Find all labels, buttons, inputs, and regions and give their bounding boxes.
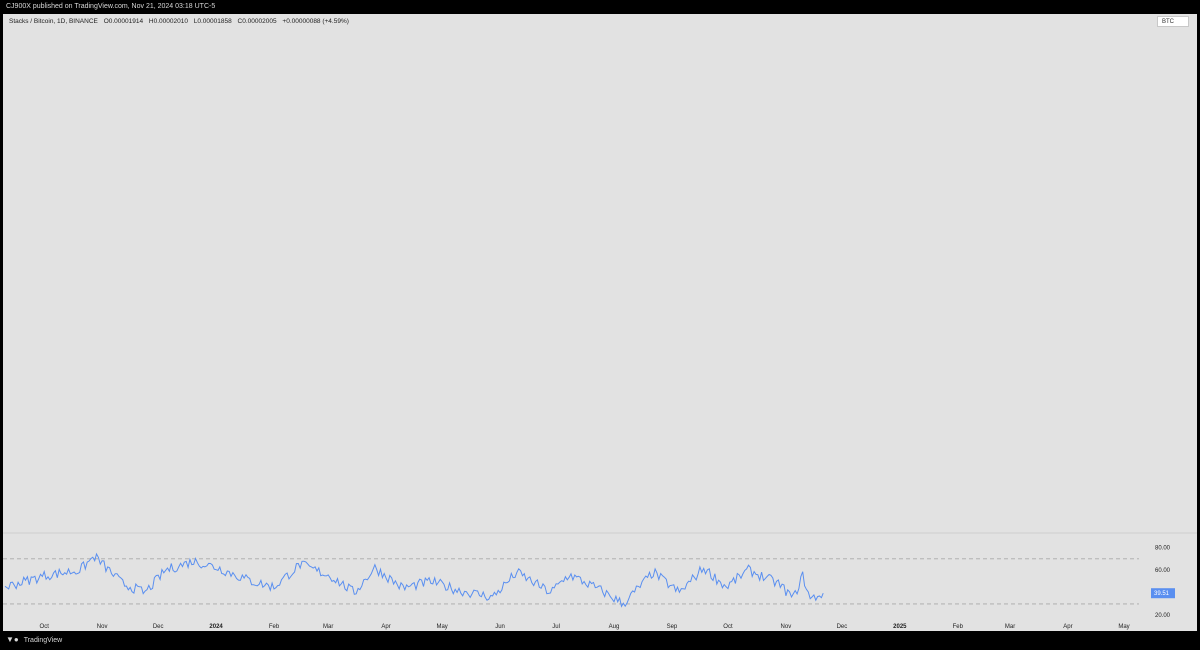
time-tick-label: Oct <box>40 624 50 630</box>
oscillator-tick-label: 80.00 <box>1155 546 1171 552</box>
symbol-name: Stacks / Bitcoin, 1D, BINANCE <box>9 18 98 25</box>
brand-text: TradingView <box>23 637 63 644</box>
oscillator-current-badge <box>1151 588 1175 599</box>
time-tick-label: Feb <box>953 624 964 630</box>
time-tick-label: Sep <box>667 624 678 630</box>
chart-panel[interactable]: S/RE0.000064000.000062000.000060000.0000… <box>3 14 1197 631</box>
oscillator-current-value: 39.51 <box>1154 591 1170 597</box>
time-tick-label: Dec <box>153 624 164 630</box>
ohlc-close: C0.00002005 <box>237 18 277 25</box>
ohlc-high: H0.00002010 <box>148 18 188 25</box>
price-axis <box>1139 14 1197 631</box>
symbol-legend[interactable]: Stacks / Bitcoin, 1D, BINANCE O0.0000191… <box>9 18 353 25</box>
time-tick-label: May <box>1118 624 1129 630</box>
time-tick-label: Aug <box>609 624 620 630</box>
time-tick-label: Mar <box>1005 624 1015 630</box>
time-tick-label: Mar <box>323 624 333 630</box>
time-tick-label: Nov <box>781 624 792 630</box>
footer: ▼● TradingView <box>0 631 1200 649</box>
price-change: +0.00000088 (+4.59%) <box>282 18 349 25</box>
time-tick-label: Jul <box>552 624 560 630</box>
time-tick-label: Dec <box>837 624 848 630</box>
published-text: CJ900X published on TradingView.com, Nov… <box>6 3 216 10</box>
ohlc-open: O0.00001914 <box>103 18 144 25</box>
ohlc-low: L0.00001858 <box>193 18 232 25</box>
published-header: CJ900X published on TradingView.com, Nov… <box>0 0 1200 14</box>
time-tick-label: Jun <box>495 624 505 630</box>
time-tick-label: May <box>436 624 447 630</box>
oscillator-line <box>4 552 824 608</box>
time-tick-label: Oct <box>723 624 733 630</box>
time-tick-label: Nov <box>97 624 108 630</box>
time-tick-label: Feb <box>269 624 280 630</box>
tradingview-logo-icon: ▼● <box>6 635 19 644</box>
price-chart[interactable]: S/RE0.000064000.000062000.000060000.0000… <box>3 14 1197 631</box>
oscillator-tick-label: 60.00 <box>1155 568 1171 574</box>
currency-selector[interactable]: BTC <box>1157 16 1189 27</box>
time-tick-label: 2024 <box>209 624 223 630</box>
time-tick-label: Apr <box>1063 624 1072 630</box>
time-tick-label: Apr <box>381 624 390 630</box>
time-tick-label: 2025 <box>893 624 907 630</box>
oscillator-tick-label: 20.00 <box>1155 613 1171 619</box>
